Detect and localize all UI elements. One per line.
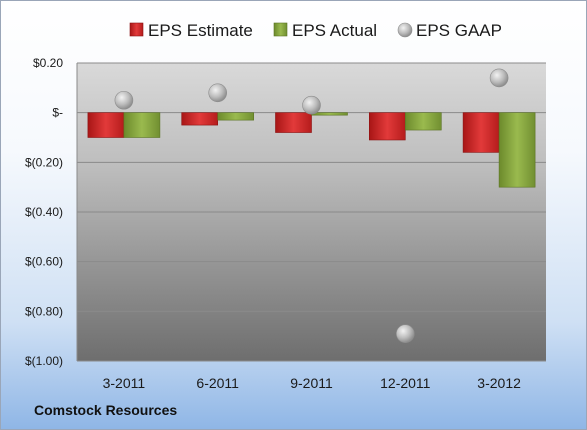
eps-gaap-point [208, 83, 227, 103]
y-tick-label: $(1.00) [25, 354, 63, 368]
eps-estimate-bar [181, 112, 218, 126]
y-tick-label: $(0.80) [25, 304, 63, 318]
y-tick-label: $- [52, 106, 63, 120]
y-tick-label: $(0.40) [25, 205, 63, 219]
eps-estimate-bar [368, 112, 406, 141]
legend-gaap-marker [397, 22, 413, 38]
x-tick-label: 3-2012 [477, 375, 521, 391]
eps-actual-bar [311, 112, 348, 116]
axis-labels: $0.20 $- $(0.20) $(0.40) $(0.60) $(0.80) $(1.0… [25, 56, 521, 391]
legend-actual-swatch [273, 22, 288, 37]
data-marks [87, 68, 536, 343]
legend-label: EPS Actual [292, 21, 377, 40]
eps-actual-bar [123, 112, 161, 138]
eps-estimate-bar [462, 112, 500, 153]
legend-label: EPS GAAP [416, 21, 502, 40]
x-tick-label: 3-2011 [103, 375, 146, 391]
eps-actual-bar [498, 112, 536, 188]
company-label: Comstock Resources [34, 402, 178, 418]
legend-estimate-swatch [129, 22, 144, 37]
y-tick-label: $(0.60) [25, 255, 63, 269]
x-tick-label: 6-2011 [196, 375, 239, 391]
x-tick-label: 12-2011 [380, 375, 431, 391]
eps-actual-bar [217, 112, 254, 121]
x-tick-label: 9-2011 [290, 375, 333, 391]
eps-gaap-point [489, 68, 509, 88]
legend-label: EPS Estimate [148, 21, 253, 40]
eps-gaap-point [302, 95, 321, 115]
y-tick-label: $(0.20) [25, 155, 63, 169]
eps-actual-bar [404, 112, 442, 131]
eps-gaap-point [114, 90, 134, 110]
legend: EPS Estimate EPS Actual EPS GAAP [129, 21, 502, 40]
eps-estimate-bar [87, 112, 125, 138]
y-tick-label: $0.20 [33, 56, 63, 70]
eps-estimate-bar [275, 112, 312, 133]
eps-gaap-point [395, 324, 415, 343]
